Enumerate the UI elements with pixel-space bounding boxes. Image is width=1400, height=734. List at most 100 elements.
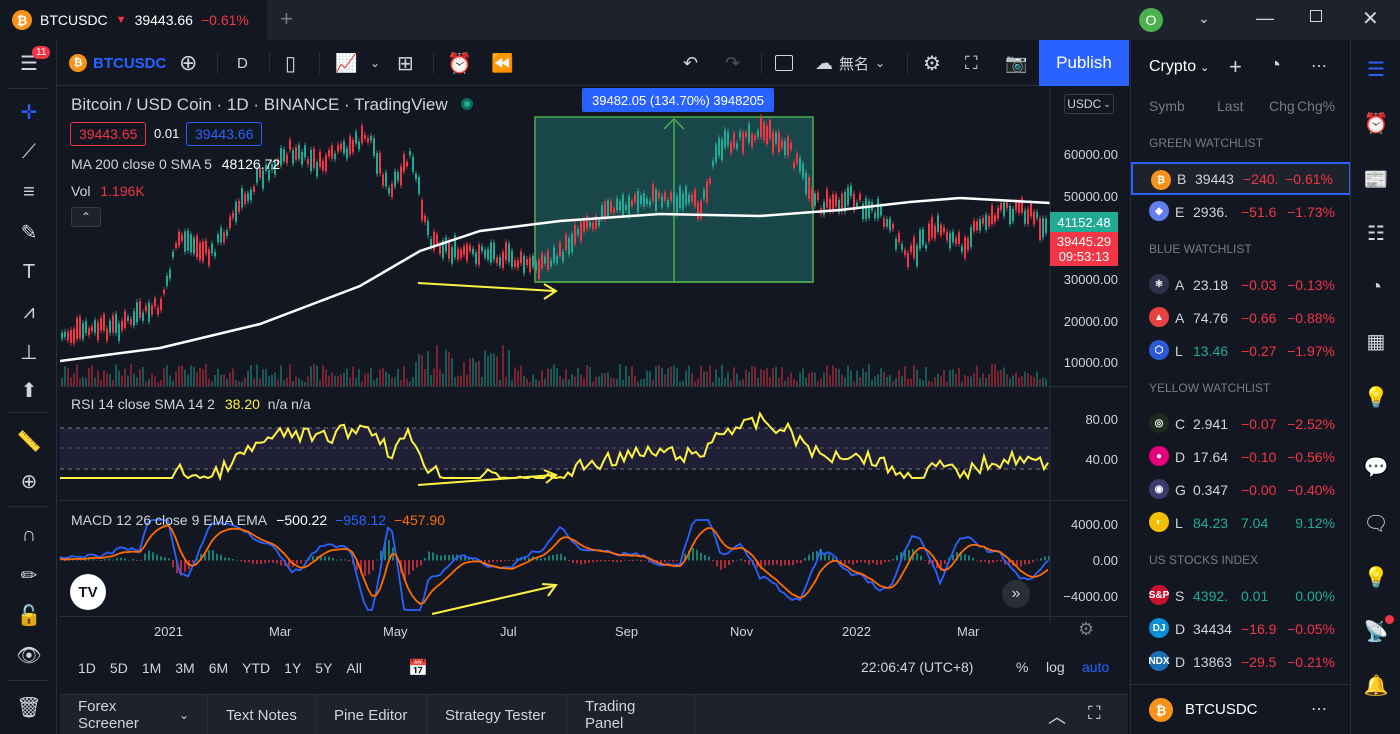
chart-tab[interactable]: ₿ BTCUSDC ▼ 39443.66 −0.61% [0,0,267,40]
interval-button[interactable]: D [237,54,248,72]
hotlists-icon[interactable]: ◔ [1369,275,1383,298]
compare-add-icon[interactable]: ⊕ [179,50,198,75]
prediction-icon[interactable]: ⊥ [20,341,38,364]
ruler-icon[interactable]: 📏 [16,430,42,453]
chevron-up-icon[interactable]: ︿ [1048,707,1066,727]
auto-scale-button[interactable]: auto [1082,659,1110,675]
watchlist-section-header[interactable]: GREEN WATCHLIST [1149,136,1264,150]
data-window-icon[interactable]: ☷ [1367,222,1385,245]
watchlist-section-header[interactable]: BLUE WATCHLIST [1149,242,1252,256]
watchlist-row[interactable]: ◎ C 2.941 −0.07 −2.52% [1131,407,1351,440]
range-button[interactable]: 1Y [284,660,302,676]
magnet-icon[interactable]: ∩ [21,523,37,546]
alert-icon[interactable]: ⏰ [447,52,472,75]
fib-retracement-icon[interactable]: ≡ [23,180,35,203]
candles-icon[interactable]: ▯ [285,52,297,75]
lock-drawings-icon[interactable]: ✏ [20,564,38,587]
maximize-panel-icon[interactable]: ⛶ [1088,703,1101,723]
column-last[interactable]: Last [1217,98,1244,114]
trash-icon[interactable]: 🗑 [16,696,42,719]
chats-icon[interactable]: 💬 [1363,456,1389,479]
collapse-legend-icon[interactable]: ⌃ [71,207,101,227]
messages-icon[interactable]: 🗨 [1363,512,1389,535]
publish-button[interactable]: Publish [1039,40,1129,86]
tab-text-notes[interactable]: Text Notes [208,695,316,734]
more-options-icon[interactable]: ⋯ [1311,701,1327,718]
pattern-icon[interactable]: ⩘ [23,300,35,323]
column-chg[interactable]: Chg [1269,98,1295,114]
replay-icon[interactable]: ⏪ [491,52,514,73]
trend-line-icon[interactable]: ⟋ [22,140,36,163]
eye-icon[interactable]: 👁 [16,644,42,667]
watchlist-row[interactable]: ◐ L 84.23 7.04 9.12% [1131,506,1351,539]
crosshair-icon[interactable]: ✛ [20,101,38,124]
range-button[interactable]: 1M [141,660,162,676]
clock[interactable]: 22:06:47 (UTC+8) [861,659,974,675]
percent-scale-button[interactable]: % [1016,659,1029,675]
indicators-icon[interactable]: 📈 [335,52,358,73]
layout-name-button[interactable]: ☁ 無名 ⌄ [815,40,885,86]
buy-button[interactable]: 39443.66 [186,122,263,146]
scroll-to-realtime-button[interactable]: » [1002,580,1030,608]
settings-gear-icon[interactable]: ⚙ [923,52,941,75]
macd-legend[interactable]: MACD 12 26 close 9 EMA EMA −500.22 −958.… [71,512,445,528]
lock-icon[interactable]: 🔓 [16,604,42,627]
tab-pine-editor[interactable]: Pine Editor [316,695,427,734]
column-symbol[interactable]: Symb [1149,98,1185,114]
text-tool-icon[interactable]: T [22,260,36,283]
streams-icon[interactable]: 📡 [1363,620,1389,643]
range-button[interactable]: 6M [208,660,229,676]
watchlist-row[interactable]: ◉ G 0.347 −0.00 −0.40% [1131,473,1351,506]
idea-stream-icon[interactable]: 💡 [1363,566,1389,589]
symbol-search[interactable]: ₿ BTCUSDC [69,40,166,86]
log-scale-button[interactable]: log [1046,659,1065,675]
sell-button[interactable]: 39443.65 [70,122,147,146]
calendar-icon[interactable]: ▦ [1366,330,1386,353]
watchlist-row[interactable]: ₿ B 39443 −240. −0.61% [1131,162,1351,195]
column-chg-pct[interactable]: Chg% [1297,98,1336,114]
watchlist-row[interactable]: ⚛ A 23.18 −0.03 −0.13% [1131,268,1351,301]
currency-selector[interactable]: USDC ⌄ [1064,94,1114,114]
chevron-down-icon[interactable]: ⌄ [1198,10,1210,26]
watchlist-icon[interactable]: ☰ [1367,58,1385,81]
undo-icon[interactable]: ↶ [683,52,699,73]
watchlist-row[interactable]: ⬡ L 13.46 −0.27 −1.97% [1131,334,1351,367]
range-button[interactable]: 1D [78,660,96,676]
range-button[interactable]: 3M [175,660,195,676]
alerts-clock-icon[interactable]: ⏰ [1363,112,1389,135]
watchlist-section-header[interactable]: YELLOW WATCHLIST [1149,381,1271,395]
watchlist-row[interactable]: ● D 17.64 −0.10 −0.56% [1131,440,1351,473]
more-options-icon[interactable]: ⋯ [1311,58,1327,75]
watchlist-row[interactable]: DJ D 34434 −16.9 −0.05% [1131,612,1351,645]
zoom-icon[interactable]: ⊕ [20,470,38,493]
minimize-icon[interactable]: — [1256,8,1274,28]
watchlist-row[interactable]: ◆ E 2936. −51.6 −1.73% [1131,195,1351,228]
arrow-up-icon[interactable]: ⬆ [20,379,38,402]
watchlist-section-header[interactable]: US STOCKS INDEX [1149,553,1259,567]
watchlist-row[interactable]: NDX D 13863 −29.5 −0.21% [1131,645,1351,678]
tab-strategy-tester[interactable]: Strategy Tester [427,695,567,734]
range-button[interactable]: 5Y [315,660,333,676]
watchlist-row[interactable]: S&P S 4392. 0.01 0.00% [1131,579,1351,612]
calendar-goto-icon[interactable]: 📅 [408,660,428,677]
ideas-lightbulb-icon[interactable]: 💡 [1363,386,1389,409]
news-icon[interactable]: 📰 [1363,168,1389,191]
redo-icon[interactable]: ↷ [725,52,741,73]
range-button[interactable]: All [346,660,362,676]
fullscreen-icon[interactable]: ⛶ [965,52,978,73]
ma-legend[interactable]: MA 200 close 0 SMA 5 48126.72 [71,156,280,172]
chevron-down-icon[interactable]: ⌄ [370,56,381,70]
watchlist-selector[interactable]: Crypto ⌄ [1149,58,1209,76]
range-button[interactable]: 5D [109,660,128,676]
menu-icon[interactable]: ☰ [20,52,38,75]
avatar[interactable]: O [1139,8,1163,32]
tab-forex-screener[interactable]: Forex Screener ⌄ [60,695,208,734]
tradingview-logo[interactable]: TV [70,574,106,610]
advanced-view-icon[interactable]: ◔ [1269,54,1282,76]
add-symbol-icon[interactable]: + [1229,54,1242,79]
rsi-legend[interactable]: RSI 14 close SMA 14 2 38.20 n/a n/a [71,396,311,412]
camera-icon[interactable]: 📷 [1005,52,1028,73]
volume-legend[interactable]: Vol 1.196K [71,183,145,199]
settings-gear-icon[interactable]: ⚙ [1078,619,1095,639]
new-tab-button[interactable]: + [280,6,293,31]
